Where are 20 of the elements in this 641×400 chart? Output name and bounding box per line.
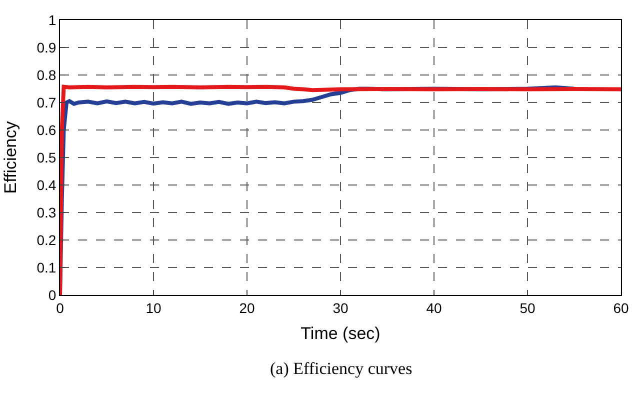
text: (a) Efficiency curves xyxy=(270,359,412,378)
x-tick-label: 20 xyxy=(239,300,255,316)
y-tick-label: 0.5 xyxy=(36,149,56,166)
x-tick-label: 40 xyxy=(426,300,442,316)
y-tick-label: 0.2 xyxy=(36,232,56,248)
y-tick-label: 1 xyxy=(48,12,56,28)
y-tick-label: 0.3 xyxy=(36,204,56,220)
y-tick-label: 0.1 xyxy=(36,259,56,276)
x-axis-title: Time (sec) xyxy=(300,324,380,344)
y-tick-label: 0.4 xyxy=(36,176,56,193)
x-tick-label: 30 xyxy=(332,300,348,316)
x-tick-label: 10 xyxy=(146,300,162,316)
x-tick-label: 50 xyxy=(520,300,536,316)
y-tick-label: 0.9 xyxy=(36,39,56,56)
y-tick-label: 0.6 xyxy=(36,122,56,138)
y-tick-label: 0 xyxy=(48,286,56,303)
x-tick-label: 60 xyxy=(613,300,629,316)
y-tick-label: 0.7 xyxy=(36,94,56,110)
y-tick-label: 0.8 xyxy=(36,66,56,83)
y-axis-title: Efficiency xyxy=(1,120,20,194)
